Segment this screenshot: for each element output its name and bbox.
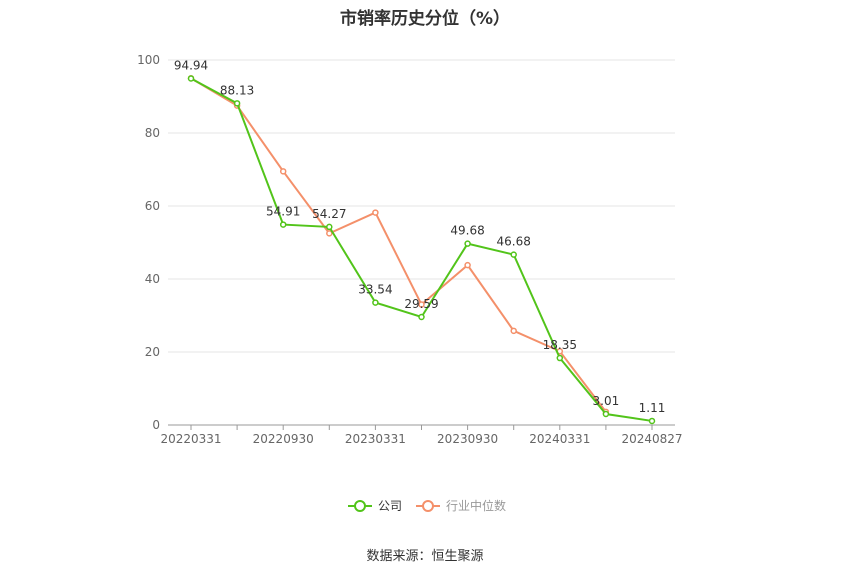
data-label: 29.59: [404, 297, 438, 311]
data-label: 46.68: [497, 235, 531, 249]
x-tick-label: 20220331: [160, 432, 221, 446]
data-label: 18.35: [543, 338, 577, 352]
data-labels: 94.94 88.13 54.91 54.27 33.54 29.59 49.68 46.68…: [174, 58, 666, 414]
grid-lines: [168, 59, 675, 353]
series-point-0[interactable]: [464, 240, 471, 247]
series-point-0[interactable]: [279, 221, 287, 228]
data-label: 54.91: [266, 205, 300, 219]
x-tick-label: 20220930: [253, 432, 314, 446]
data-source: 数据来源：恒生聚源: [366, 549, 484, 564]
y-tick-label: 60: [145, 199, 160, 213]
x-tick-label: 20240331: [529, 432, 590, 446]
x-tick-label: 20230331: [345, 432, 406, 446]
legend[interactable]: 公司 行业中位数: [348, 498, 506, 513]
x-tick-label: 20240827: [621, 432, 682, 446]
legend-label: 行业中位数: [446, 498, 506, 513]
series-point-1[interactable]: [510, 327, 517, 335]
series-point-0[interactable]: [556, 354, 564, 362]
data-label: 54.27: [312, 207, 346, 221]
series-point-0[interactable]: [602, 410, 610, 418]
series-point-0[interactable]: [510, 251, 517, 258]
data-label: 3.01: [593, 394, 620, 408]
series-point-0[interactable]: [326, 223, 333, 231]
axes: 0 20 40 60 80 100 20220331 20220930 20230331 2023…: [137, 53, 682, 446]
legend-item-0[interactable]: 公司: [348, 499, 402, 513]
series-point-0[interactable]: [187, 75, 195, 82]
y-tick-label: 0: [152, 418, 160, 432]
y-tick-label: 40: [145, 272, 160, 286]
y-tick-label: 100: [137, 53, 160, 67]
legend-swatch-marker: [422, 500, 434, 512]
legend-label: 公司: [378, 499, 402, 513]
y-tick-label: 80: [145, 126, 160, 140]
series-point-1[interactable]: [279, 168, 287, 175]
y-tick-label: 20: [145, 345, 160, 359]
series-group: [187, 75, 656, 425]
legend-item-1[interactable]: 行业中位数: [416, 498, 506, 513]
series-point-1[interactable]: [418, 301, 425, 308]
series-line-1: [190, 77, 607, 413]
data-label: 94.94: [174, 58, 208, 72]
series-point-0[interactable]: [418, 313, 425, 321]
data-label: 33.54: [358, 283, 392, 297]
series-line-0: [190, 77, 653, 422]
legend-swatch-marker: [354, 500, 366, 512]
data-label: 88.13: [220, 83, 254, 97]
series-point-0[interactable]: [372, 299, 379, 306]
series-point-0[interactable]: [233, 100, 241, 107]
data-label: 1.11: [639, 401, 666, 415]
series-point-0[interactable]: [648, 417, 656, 425]
data-label: 49.68: [450, 224, 484, 238]
x-tick-label: 20230930: [437, 432, 498, 446]
series-point-1[interactable]: [372, 209, 379, 216]
series-point-1[interactable]: [326, 230, 333, 237]
chart-title: 市销率历史分位（%）: [339, 9, 511, 29]
series-point-1[interactable]: [464, 261, 471, 269]
